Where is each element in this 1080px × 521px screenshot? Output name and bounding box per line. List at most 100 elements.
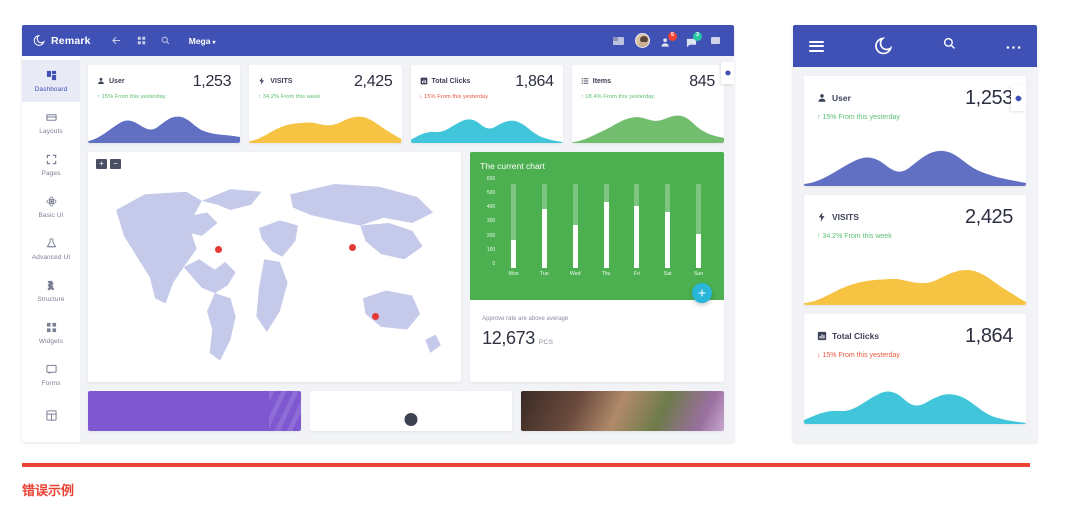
- bolt-icon: [259, 77, 265, 85]
- bar-fill: [634, 205, 640, 268]
- chart-bar-fri: Fri: [631, 184, 643, 277]
- flask-icon: [46, 237, 57, 250]
- map-marker[interactable]: [349, 244, 357, 251]
- sidebar-item-widgets[interactable]: Widgets: [22, 312, 80, 354]
- sidebar-item-advanced-ui[interactable]: Advanced UI: [22, 228, 80, 270]
- chart-bar-sat: Sat: [662, 184, 674, 277]
- photo-card[interactable]: [521, 391, 724, 431]
- atom-icon: [46, 195, 57, 208]
- bar-category-label: Fri: [633, 271, 640, 277]
- sidebar-item-basic-ui[interactable]: Basic UI: [22, 186, 80, 228]
- y-tick: 300: [486, 218, 496, 225]
- moon-icon: [33, 34, 45, 46]
- stat-card-visits[interactable]: VISITS 2,425 ↑ 34.2% From this week: [249, 65, 402, 143]
- y-tick: 0: [492, 260, 496, 267]
- stat-value: 2,425: [353, 73, 393, 90]
- arrow-left-icon[interactable]: [111, 35, 122, 46]
- mobile-card-total-clicks[interactable]: Total Clicks 1,864 ↓ 15% From this yeste…: [804, 314, 1026, 424]
- caption-divider: [22, 463, 1030, 467]
- y-tick: 100: [486, 246, 496, 253]
- grid-icon[interactable]: [137, 36, 146, 45]
- add-fab-button[interactable]: [692, 283, 712, 303]
- bar-fill: [665, 212, 671, 268]
- mobile-card-user[interactable]: User 1,253 ↑ 15% From this yesterday: [804, 76, 1026, 186]
- stat-label: VISITS: [258, 73, 292, 85]
- search-icon[interactable]: [161, 36, 170, 45]
- sidebar-item-label: Advanced UI: [31, 254, 71, 261]
- mobile-card-visits[interactable]: VISITS 2,425 ↑ 34.2% From this week: [804, 195, 1026, 305]
- sparkline-chart: [804, 257, 1026, 305]
- card-avatar: [404, 413, 418, 426]
- card-label: Total Clicks: [817, 326, 879, 341]
- hamburger-icon[interactable]: [809, 40, 824, 52]
- sidebar-item-label: Forms: [41, 380, 61, 387]
- chart-bar-thu: Thu: [600, 184, 612, 277]
- mobile-navbar: [793, 25, 1037, 67]
- map-zoom-in-button[interactable]: +: [96, 159, 107, 169]
- mega-menu[interactable]: Mega ▾: [188, 35, 216, 46]
- stat-card-items[interactable]: Items 845 ↑ 18.4% From this yesterday: [571, 65, 724, 143]
- sidebar-item-label: Basic UI: [38, 212, 64, 219]
- widgets-icon: [46, 321, 57, 334]
- chart-y-axis: 600 500 400 300 200 100 0: [480, 177, 498, 277]
- stat-delta: ↑ 34.2% From this week: [258, 94, 321, 100]
- map-zoom-out-button[interactable]: −: [110, 159, 121, 169]
- sidebar-item-layouts[interactable]: Layouts: [22, 102, 80, 144]
- white-card[interactable]: [309, 391, 513, 431]
- bar-category-label: Mon: [508, 271, 519, 277]
- card-label: User: [817, 88, 851, 103]
- top-navbar: Remark Mega ▾ 5 3: [22, 25, 734, 56]
- messages-badge: 3: [693, 31, 702, 41]
- bar-fill: [511, 240, 517, 268]
- moon-icon: [874, 37, 892, 55]
- world-map: [116, 183, 441, 361]
- puzzle-icon: [46, 279, 57, 292]
- flag-icon[interactable]: [613, 36, 624, 45]
- chart-bar-tue: Tue: [538, 184, 550, 277]
- dashboard-icon: [46, 69, 57, 82]
- search-icon[interactable]: [943, 37, 956, 55]
- sidebar-item-structure[interactable]: Structure: [22, 270, 80, 312]
- bar-track: [665, 184, 671, 268]
- bar-track: [603, 184, 609, 268]
- sidebar-item-dashboard[interactable]: Dashboard: [22, 60, 80, 102]
- sidebar-item-label: Widgets: [38, 338, 64, 345]
- map-marker[interactable]: [214, 246, 222, 254]
- sparkline-chart: [88, 109, 241, 143]
- sidebar-item-forms[interactable]: Forms: [22, 354, 80, 396]
- world-map-widget[interactable]: + −: [88, 152, 462, 382]
- bar-track: [634, 184, 640, 268]
- bar-track: [511, 184, 517, 268]
- sparkline-chart: [804, 138, 1026, 186]
- user-icon: [98, 77, 104, 84]
- sparkline-chart: [571, 109, 724, 143]
- purple-card[interactable]: [88, 391, 301, 431]
- bar-category-label: Sat: [663, 271, 672, 277]
- bar-category-label: Tue: [540, 271, 549, 277]
- approve-unit: PCS: [538, 339, 554, 346]
- message-icon[interactable]: 3: [686, 31, 702, 48]
- panel-icon[interactable]: [711, 37, 720, 44]
- avatar[interactable]: [635, 33, 650, 48]
- chart-bar-wed: Wed: [569, 184, 581, 277]
- settings-gear-tab[interactable]: [1011, 85, 1026, 111]
- stat-value: 845: [689, 73, 715, 90]
- plus-icon: [698, 289, 706, 297]
- stat-card-user[interactable]: User 1,253 ↑ 15% From this yesterday: [88, 65, 241, 143]
- sidebar-item-pages[interactable]: Pages: [22, 144, 80, 186]
- bar-category-label: Sun: [693, 271, 704, 277]
- sidebar-item-tables[interactable]: [22, 396, 80, 438]
- bar-fill: [603, 202, 609, 268]
- sidebar-item-label: Structure: [37, 296, 65, 303]
- current-chart-panel: The current chart 600 500 400 300 200 10…: [470, 152, 724, 300]
- card-value: 2,425: [964, 206, 1013, 228]
- person-add-icon[interactable]: 5: [661, 31, 677, 48]
- settings-gear-tab[interactable]: [721, 62, 734, 84]
- chart-bar-sun: Sun: [693, 184, 705, 277]
- more-horizontal-icon[interactable]: [1006, 37, 1021, 55]
- brand[interactable]: Remark: [33, 34, 91, 47]
- stat-card-total-clicks[interactable]: Total Clicks 1,864 ↓ 15% From this yeste…: [410, 65, 563, 143]
- chart-bar-mon: Mon: [508, 184, 520, 277]
- map-marker[interactable]: [371, 313, 379, 320]
- stat-label: Total Clicks: [420, 73, 470, 85]
